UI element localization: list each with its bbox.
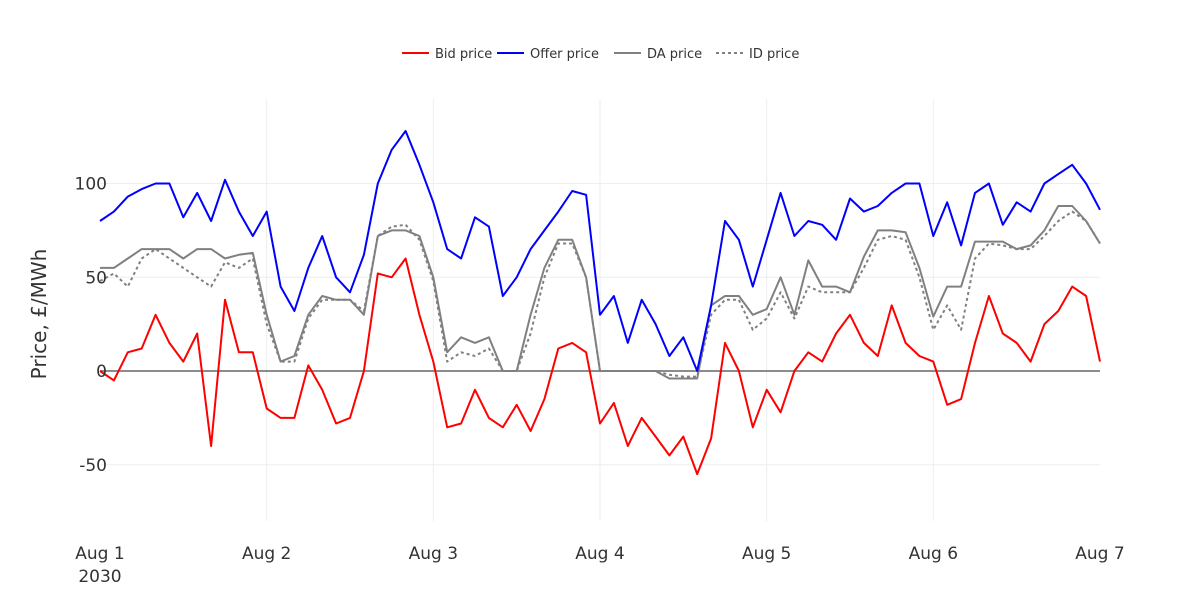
- legend-item: DA price: [614, 47, 702, 62]
- series-line-bid-price: [99, 257, 1101, 476]
- legend: Bid price Offer price DA price ID price: [402, 47, 799, 62]
- legend-item: Offer price: [497, 47, 599, 62]
- legend-label: ID price: [749, 47, 799, 62]
- y-tick-label: 100: [75, 175, 107, 195]
- y-axis: -50 0 50 100: [75, 175, 107, 476]
- x-tick-label: Aug 2: [242, 544, 291, 564]
- x-tick-label: Aug 7: [1075, 544, 1124, 564]
- legend-label: Offer price: [530, 47, 599, 62]
- x-axis: Aug 1 2030 Aug 2 Aug 3 Aug 4 Aug 5 Aug 6 Aug 7: [75, 544, 1124, 587]
- legend-item: Bid price: [402, 47, 492, 62]
- series-line-id-price: [99, 210, 1101, 378]
- x-tick-sublabel: 2030: [78, 567, 121, 587]
- legend-label: DA price: [647, 47, 702, 62]
- y-axis-title: Price, £/MWh: [27, 249, 51, 380]
- y-tick-label: 50: [85, 268, 107, 288]
- x-tick-label: Aug 6: [909, 544, 958, 564]
- series-lines: [99, 130, 1101, 476]
- y-tick-label: -50: [79, 456, 107, 476]
- y-tick-label: 0: [96, 362, 107, 382]
- legend-label: Bid price: [435, 47, 492, 62]
- series-line-offer-price: [99, 130, 1101, 372]
- legend-item: ID price: [716, 47, 799, 62]
- x-tick-label: Aug 3: [409, 544, 458, 564]
- x-tick-label: Aug 4: [575, 544, 624, 564]
- x-tick-label: Aug 5: [742, 544, 791, 564]
- x-tick-label: Aug 1: [75, 544, 124, 564]
